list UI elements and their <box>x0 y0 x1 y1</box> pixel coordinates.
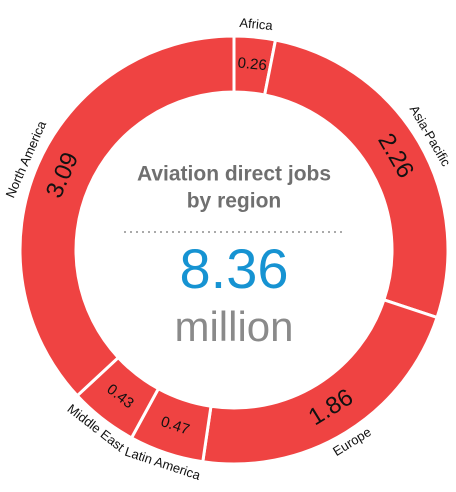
category-label: Africa <box>239 15 274 33</box>
segment <box>18 34 236 398</box>
data-label: 0.26 <box>237 54 268 74</box>
total-unit: million <box>174 303 293 350</box>
chart-title-line1: Aviation direct jobs <box>137 163 331 186</box>
chart-title-line2: by region <box>187 190 282 213</box>
total-value: 8.36 <box>180 237 289 300</box>
